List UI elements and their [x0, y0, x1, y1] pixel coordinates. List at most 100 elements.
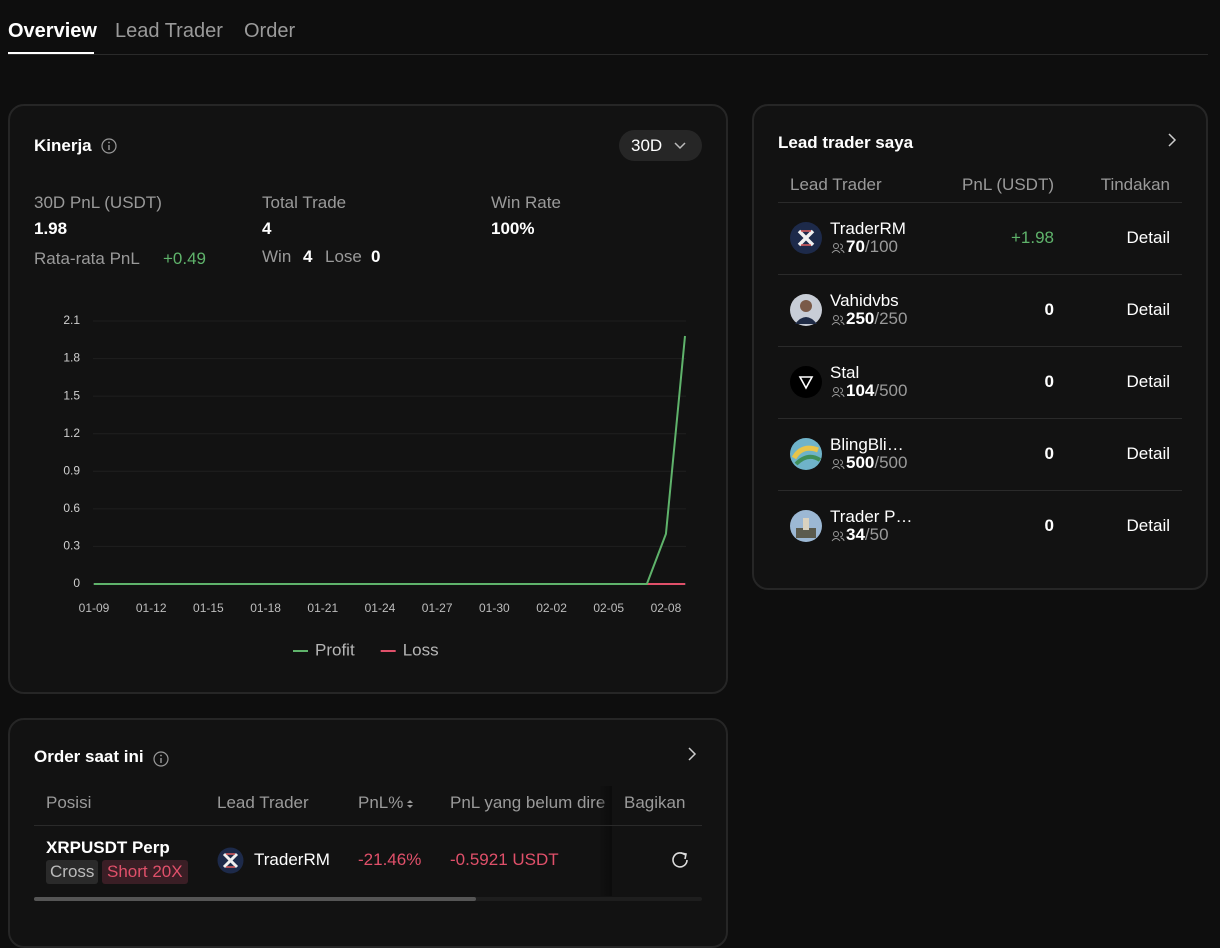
chevron-down	[674, 142, 686, 150]
stat-value: 100%	[491, 219, 535, 238]
divider	[778, 418, 1182, 419]
avatar	[790, 366, 822, 398]
trader-name[interactable]: Trader P…	[830, 507, 913, 526]
x-tick-label: 01-27	[422, 601, 453, 615]
stat-value: +0.49	[163, 249, 207, 268]
stat-label: Win Rate	[491, 193, 561, 212]
share-icon[interactable]	[671, 851, 689, 869]
detail-button[interactable]: Detail	[1126, 516, 1170, 535]
series-line	[94, 335, 686, 585]
y-tick-label: 0.3	[63, 539, 80, 553]
card-title: Order saat ini	[34, 747, 144, 766]
column-header: Lead Trader	[217, 793, 309, 812]
scroll-thumb[interactable]	[34, 897, 476, 901]
detail-button[interactable]: Detail	[1126, 444, 1170, 463]
detail-button[interactable]: Detail	[1126, 372, 1170, 391]
column-header: Lead Trader	[790, 175, 882, 194]
lead-traders-card	[752, 104, 1208, 590]
period-label: 30D	[631, 136, 663, 155]
performance-card	[8, 104, 728, 694]
trader-name[interactable]: Vahidvbs	[830, 291, 899, 310]
trader-name[interactable]: BlingBli…	[830, 435, 904, 454]
divider	[34, 825, 702, 826]
followers-icon	[831, 531, 845, 542]
info-icon[interactable]	[101, 138, 117, 154]
stat-label: Total Trade	[262, 193, 347, 212]
trader-name[interactable]: TraderRM	[254, 850, 330, 869]
period-select[interactable]	[619, 130, 702, 161]
avatar	[790, 222, 822, 254]
avatar	[790, 294, 822, 326]
pnl: 0	[1044, 516, 1054, 535]
stat-label: Win	[262, 247, 292, 266]
side-badge: Short 20X	[102, 860, 188, 884]
stat-value: 0	[371, 247, 381, 266]
avatar	[790, 510, 822, 542]
x-tick-label: 01-30	[479, 601, 510, 615]
y-tick-label: 1.2	[63, 426, 80, 440]
page: Overview Lead Trader Order Kinerja 30D 3…	[8, 20, 1208, 948]
avatar	[790, 438, 822, 470]
pnl: 0	[1044, 372, 1054, 391]
detail-button[interactable]: Detail	[1126, 228, 1170, 247]
detail-button[interactable]: Detail	[1126, 300, 1170, 319]
followers-icon	[831, 387, 845, 398]
tab[interactable]: Lead Trader	[115, 20, 223, 42]
column-shadow	[598, 786, 612, 896]
x-tick-label: 02-02	[536, 601, 567, 615]
followers: 500	[846, 453, 875, 472]
followers-icon	[831, 315, 845, 326]
x-tick-label: 02-05	[593, 601, 624, 615]
x-tick-label: 01-12	[136, 601, 167, 615]
avatar	[217, 847, 244, 874]
column-header: Bagikan	[624, 793, 686, 812]
trader-name[interactable]: Stal	[830, 363, 860, 382]
card-title: Lead trader saya	[778, 133, 914, 152]
margin-badge: Cross	[46, 860, 99, 884]
stat-label: Rata-rata PnL	[34, 249, 140, 268]
followers-icon	[831, 459, 845, 470]
column-header[interactable]: PnL%	[358, 793, 404, 812]
column-header: Tindakan	[1100, 175, 1170, 194]
column-header: PnL yang belum dire	[450, 793, 606, 812]
divider	[778, 274, 1182, 275]
x-tick-label: 01-21	[307, 601, 338, 615]
chevron-right[interactable]	[1167, 133, 1177, 147]
y-tick-label: 1.5	[63, 388, 80, 402]
pnl: 0	[1044, 444, 1054, 463]
y-tick-label: 2.1	[63, 313, 80, 327]
followers: 70	[846, 237, 865, 256]
x-tick-label: 01-15	[193, 601, 224, 615]
pnl-unrealized: -0.5921 USDT	[450, 850, 559, 869]
capacity: /250	[874, 309, 908, 328]
pnl-percent: -21.46%	[358, 850, 422, 869]
tab-underline	[8, 52, 94, 55]
stat-label: 30D PnL (USDT)	[34, 193, 162, 212]
symbol: XRPUSDT Perp	[46, 838, 170, 857]
followers: 104	[846, 381, 875, 400]
tab[interactable]: Overview	[8, 20, 97, 42]
divider	[8, 54, 1208, 55]
divider	[778, 202, 1182, 203]
followers: 34	[846, 525, 865, 544]
capacity: /500	[874, 381, 908, 400]
stat-value: 4	[262, 219, 272, 238]
y-tick-label: 0	[73, 576, 80, 590]
pnl: 0	[1044, 300, 1054, 319]
stat-label: Lose	[325, 247, 362, 266]
card-title: Kinerja	[34, 136, 92, 155]
stat-value: 1.98	[34, 219, 68, 238]
y-tick-label: 0.6	[63, 501, 80, 515]
divider	[778, 490, 1182, 491]
tab[interactable]: Order	[244, 20, 296, 42]
chevron-right[interactable]	[687, 747, 697, 761]
x-tick-label: 01-18	[250, 601, 281, 615]
sort-icon[interactable]	[406, 798, 414, 810]
info-icon[interactable]	[153, 751, 169, 767]
x-tick-label: 01-09	[79, 601, 110, 615]
x-tick-label: 01-24	[365, 601, 396, 615]
column-header: Posisi	[46, 793, 92, 812]
stat-value: 4	[303, 247, 313, 266]
followers-icon	[831, 243, 845, 254]
trader-name[interactable]: TraderRM	[830, 219, 906, 238]
